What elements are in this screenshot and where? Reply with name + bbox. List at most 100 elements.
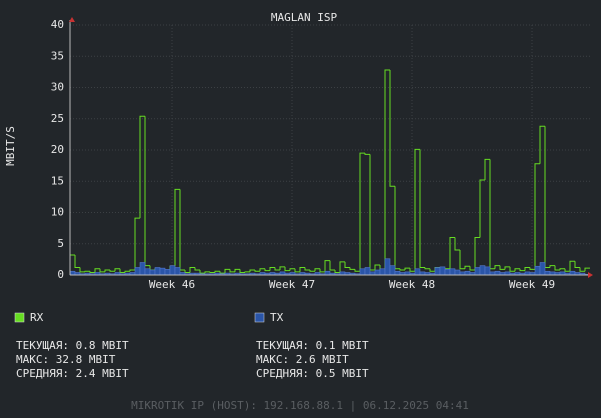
rx-line <box>584 267 590 272</box>
rx-line <box>109 270 115 272</box>
y-tick-label: 40 <box>51 18 64 31</box>
rx-line <box>129 269 135 272</box>
tx-area <box>539 262 546 276</box>
rx-line <box>534 163 540 270</box>
tx-area <box>474 267 481 276</box>
tx-area <box>454 269 461 276</box>
rx-line <box>229 269 235 273</box>
rx-line <box>414 148 420 272</box>
y-tick-label: 5 <box>57 237 64 250</box>
rx-line <box>499 265 505 270</box>
stat-text: МАКС: 2.6 MBIT <box>256 353 349 366</box>
tx-area <box>434 267 441 276</box>
rx-line <box>284 266 290 272</box>
tx-area <box>569 270 576 276</box>
rx-line <box>559 268 565 270</box>
rx-line <box>294 268 300 273</box>
y-tick-label: 30 <box>51 81 64 94</box>
tx-area <box>544 270 551 276</box>
rx-line <box>319 268 325 273</box>
rx-line <box>289 268 295 271</box>
y-tick-label: 10 <box>51 206 64 219</box>
tx-area <box>164 269 171 276</box>
rx-line <box>349 267 355 270</box>
rx-line <box>484 158 490 180</box>
tx-area <box>439 266 446 276</box>
rx-line <box>364 153 370 155</box>
stat-text: МАКС: 32.8 MBIT <box>16 353 116 366</box>
tx-area <box>374 269 381 276</box>
rx-line <box>419 149 425 268</box>
rx-line <box>329 260 335 271</box>
tx-area <box>169 265 176 276</box>
tx-area <box>134 267 141 276</box>
rx-line <box>309 270 315 272</box>
rx-line <box>304 267 310 271</box>
stat-text: ТЕКУЩАЯ: 0.1 MBIT <box>256 339 369 352</box>
tx-area <box>324 270 331 276</box>
rx-line <box>224 268 230 274</box>
rx-line <box>479 179 485 238</box>
axis-arrow <box>588 272 593 278</box>
x-tick-label: Week 46 <box>149 278 195 291</box>
rx-line <box>134 217 140 270</box>
tx-area <box>464 270 471 276</box>
rx-line <box>529 267 535 270</box>
rx-line <box>174 188 180 267</box>
rx-line <box>314 268 320 272</box>
x-tick-label: Week 48 <box>389 278 435 291</box>
rx-line <box>404 267 410 270</box>
rx-line <box>344 261 350 268</box>
rx-line <box>509 266 515 272</box>
rx-line <box>449 237 455 269</box>
tx-area <box>139 262 146 276</box>
x-tick-label: Week 49 <box>509 278 555 291</box>
y-tick-label: 20 <box>51 143 64 156</box>
rx-line <box>279 266 285 270</box>
rx-line <box>244 271 250 273</box>
axis-arrow <box>69 17 75 22</box>
rx-line <box>204 271 210 274</box>
rx-line <box>79 267 85 273</box>
rx-line <box>114 268 120 272</box>
rx-line <box>339 261 345 273</box>
tx-area <box>159 267 166 276</box>
stat-text: СРЕДНЯЯ: 2.4 MBIT <box>16 367 129 380</box>
tx-area <box>384 258 391 276</box>
rx-line <box>94 268 100 273</box>
rx-line <box>494 265 500 269</box>
rx-line <box>454 237 460 251</box>
tx-area <box>479 265 486 276</box>
rx-line <box>564 268 570 272</box>
rx-line <box>99 268 105 273</box>
rx-line <box>549 265 555 268</box>
rx-line <box>384 69 390 270</box>
y-axis-label: MBIT/S <box>4 126 17 166</box>
rx-line <box>514 268 520 272</box>
tx-area <box>494 270 501 276</box>
rx-line <box>189 267 195 273</box>
tx-area <box>379 268 386 276</box>
rx-line <box>259 268 265 272</box>
rx-line <box>409 268 415 272</box>
chart-title: MAGLAN ISP <box>271 11 338 24</box>
x-tick-label: Week 47 <box>269 278 315 291</box>
rx-line <box>124 270 130 273</box>
legend-swatch <box>254 312 265 323</box>
tx-area <box>484 266 491 276</box>
tx-area <box>69 270 76 276</box>
rx-line <box>554 265 560 271</box>
rx-line <box>324 260 330 272</box>
rx-line <box>334 270 340 273</box>
legend-swatch <box>14 312 25 323</box>
rx-line <box>274 267 280 271</box>
y-tick-label: 25 <box>51 112 64 125</box>
stat-text: СРЕДНЯЯ: 0.5 MBIT <box>256 367 369 380</box>
y-tick-label: 35 <box>51 49 64 62</box>
tx-area <box>154 267 161 276</box>
rx-line <box>459 250 465 270</box>
rx-line <box>249 269 255 272</box>
rx-line <box>569 260 575 272</box>
rx-line <box>104 269 110 272</box>
